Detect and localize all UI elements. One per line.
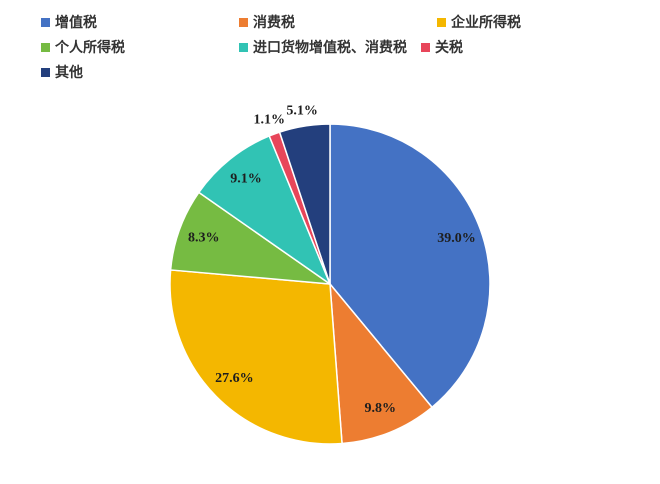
data-label-consumption-tax: 9.8% [365,401,397,416]
legend-item-personal-income-tax: 个人所得税 [41,39,125,56]
legend-item-vat: 增值税 [41,14,97,31]
pie-slice-other [278,123,331,285]
legend-item-tariff: 关税 [421,39,463,56]
data-label-import-vat-consumption-tax: 9.1% [230,172,262,187]
data-label-other: 5.1% [286,104,318,119]
pie-slice-import-vat-consumption-tax [198,135,331,285]
data-label-personal-income-tax: 8.3% [188,231,220,246]
legend-swatch-other [41,68,50,77]
legend-item-consumption-tax: 消费税 [239,14,295,31]
legend-swatch-personal-income-tax [41,43,50,52]
legend-swatch-import-vat-consumption-tax [239,43,248,52]
legend-item-import-vat-consumption-tax: 进口货物增值税、消费税 [239,39,407,56]
legend-swatch-corporate-income-tax [437,18,446,27]
pie-slices [169,123,491,445]
data-label-tariff: 1.1% [253,112,285,127]
legend-swatch-vat [41,18,50,27]
legend-swatch-tariff [421,43,430,52]
pie-slice-vat [329,123,491,409]
legend-label-vat: 增值税 [55,14,97,31]
legend-label-corporate-income-tax: 企业所得税 [450,14,521,31]
legend-swatch-consumption-tax [239,18,248,27]
legend-label-import-vat-consumption-tax: 进口货物增值税、消费税 [253,39,407,56]
data-label-vat: 39.0% [437,231,476,246]
legend-label-tariff: 关税 [435,39,463,56]
pie-slice-consumption-tax [329,283,433,445]
legend-item-other: 其他 [41,64,83,81]
legend-label-consumption-tax: 消费税 [253,14,295,31]
data-label-corporate-income-tax: 27.6% [215,371,254,386]
data-labels: 39.0% 9.8% 27.6% 8.3% 9.1% 1.1%5.1% [188,104,476,416]
legend-item-corporate-income-tax: 企业所得税 [437,14,521,31]
legend-label-other: 其他 [55,64,83,81]
legend-label-personal-income-tax: 个人所得税 [54,39,125,56]
pie-slice-corporate-income-tax [169,269,343,445]
